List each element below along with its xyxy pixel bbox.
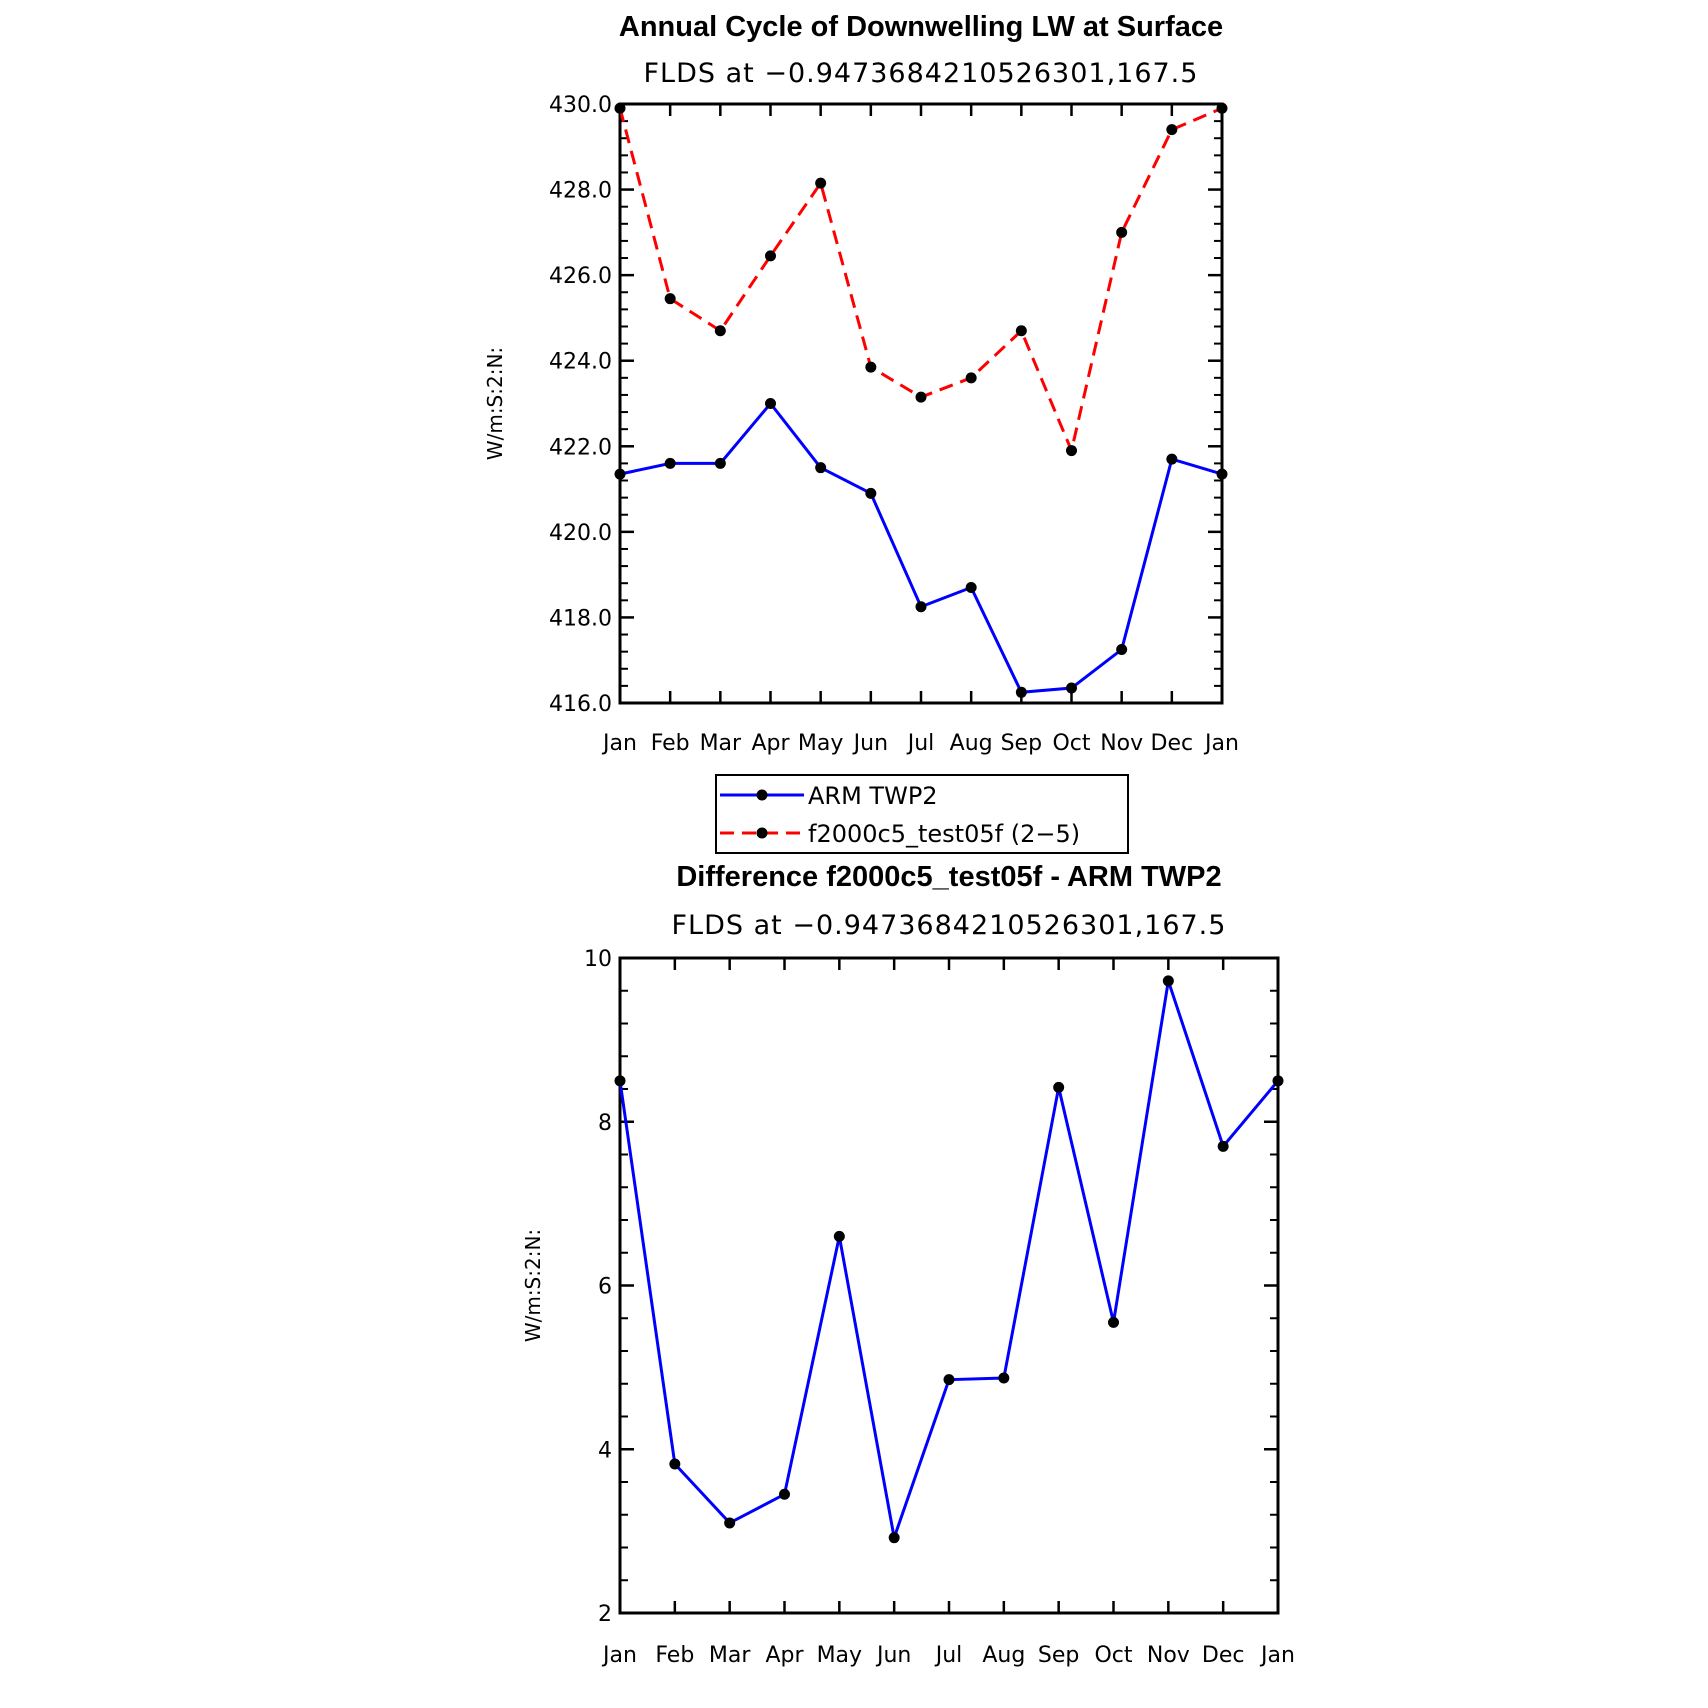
data-point-0-1 <box>669 1458 681 1470</box>
y-tick-label: 418.0 <box>549 606 612 631</box>
data-point-0-9 <box>1066 682 1077 694</box>
data-point-0-5 <box>888 1532 900 1544</box>
data-point-0-6 <box>943 1374 955 1386</box>
data-point-0-2 <box>714 457 726 469</box>
x-tick-label-apr: Apr <box>765 1643 804 1668</box>
x-tick-label-jan: Jan <box>601 731 637 756</box>
x-tick-label-dec: Dec <box>1151 731 1194 756</box>
x-tick-label-oct: Oct <box>1052 731 1090 756</box>
data-point-0-3 <box>779 1488 790 1500</box>
legend-marker-1 <box>756 827 768 839</box>
y-tick-label: 416.0 <box>549 692 612 717</box>
x-tick-label-jan: Jan <box>1259 1643 1295 1668</box>
data-point-0-7 <box>998 1372 1010 1384</box>
x-tick-label-jun: Jun <box>875 1643 911 1668</box>
data-point-0-4 <box>815 462 827 474</box>
data-point-1-6 <box>915 391 927 403</box>
data-point-0-12 <box>1216 468 1228 480</box>
data-point-0-11 <box>1166 453 1178 465</box>
series-line-0 <box>619 401 1223 694</box>
x-tick-label-mar: Mar <box>700 731 742 756</box>
data-point-0-4 <box>833 1230 845 1242</box>
data-point-0-10 <box>1116 644 1128 656</box>
x-tick-label-jun: Jun <box>852 731 888 756</box>
data-point-1-9 <box>1066 445 1077 457</box>
bottom-chart: Difference f2000c5_test05f - ARM TWP2 FLD… <box>521 861 1295 1668</box>
x-tick-label-nov: Nov <box>1100 731 1143 756</box>
series-line-0 <box>618 980 1280 1544</box>
data-point-0-6 <box>915 601 927 613</box>
x-tick-label-feb: Feb <box>651 731 690 756</box>
x-tick-label-nov: Nov <box>1147 1643 1190 1668</box>
legend-entry-1: f2000c5_test05f (2−5) <box>808 820 1080 848</box>
y-tick-label: 6 <box>598 1275 612 1300</box>
y-tick-label: 10 <box>584 947 612 972</box>
x-tick-label-feb: Feb <box>655 1643 694 1668</box>
data-point-1-0 <box>614 102 626 114</box>
data-point-0-12 <box>1272 1075 1284 1087</box>
y-tick-label: 8 <box>598 1111 612 1136</box>
y-tick-label: 4 <box>598 1438 612 1463</box>
bottom-chart-title: Difference f2000c5_test05f - ARM TWP2 <box>676 861 1221 893</box>
x-tick-label-apr: Apr <box>751 731 790 756</box>
x-tick-label-may: May <box>798 731 843 756</box>
legend-marker-0 <box>756 789 768 801</box>
legend-box <box>715 774 1129 854</box>
x-tick-label-mar: Mar <box>709 1643 751 1668</box>
y-tick-label: 422.0 <box>549 435 612 460</box>
x-tick-label-aug: Aug <box>950 731 993 756</box>
data-point-0-7 <box>965 581 977 593</box>
bottom-plot-frame <box>618 956 1280 1615</box>
data-point-0-0 <box>614 1075 626 1087</box>
y-tick-label: 426.0 <box>549 264 612 289</box>
x-tick-label-sep: Sep <box>1038 1643 1079 1668</box>
data-point-0-3 <box>765 398 776 409</box>
data-point-1-2 <box>714 325 726 337</box>
y-tick-label: 424.0 <box>549 350 612 375</box>
bottom-chart-subtitle: FLDS at −0.9473684210526301,167.5 <box>672 910 1227 941</box>
legend-entry-0: ARM TWP2 <box>808 782 938 810</box>
data-point-1-5 <box>865 361 877 373</box>
data-point-1-11 <box>1166 124 1178 136</box>
bottom-y-axis-label: W/m:S:2:N: <box>521 1229 545 1342</box>
x-tick-label-sep: Sep <box>1001 731 1042 756</box>
data-point-0-1 <box>664 457 676 469</box>
y-tick-label: 420.0 <box>549 521 612 546</box>
x-tick-label-dec: Dec <box>1202 1643 1245 1668</box>
data-point-0-5 <box>865 487 877 499</box>
data-point-0-8 <box>1015 686 1027 698</box>
data-point-0-0 <box>614 468 626 480</box>
data-point-1-7 <box>965 372 977 384</box>
x-tick-label-aug: Aug <box>982 1643 1025 1668</box>
y-tick-label: 428.0 <box>549 179 612 204</box>
x-tick-label-jan: Jan <box>601 1643 637 1668</box>
data-point-0-9 <box>1108 1316 1119 1328</box>
x-tick-label-jan: Jan <box>1203 731 1239 756</box>
top-chart-title: Annual Cycle of Downwelling LW at Surfac… <box>619 11 1223 43</box>
data-point-0-8 <box>1053 1081 1065 1093</box>
data-point-1-10 <box>1116 226 1128 238</box>
x-tick-label-oct: Oct <box>1094 1643 1132 1668</box>
data-point-1-12 <box>1216 102 1228 114</box>
x-tick-label-jul: Jul <box>906 731 935 756</box>
top-chart: Annual Cycle of Downwelling LW at Surfac… <box>483 11 1239 756</box>
data-point-0-10 <box>1162 975 1174 987</box>
y-tick-label: 430.0 <box>549 93 612 118</box>
y-tick-label: 2 <box>598 1602 612 1627</box>
data-point-0-11 <box>1217 1140 1229 1152</box>
top-y-axis-label: W/m:S:2:N: <box>483 347 507 460</box>
data-point-1-8 <box>1015 325 1027 337</box>
data-point-1-1 <box>664 293 676 305</box>
legend: ARM TWP2 f2000c5_test05f (2−5) <box>715 774 1129 854</box>
data-point-1-3 <box>765 250 776 262</box>
x-tick-label-jul: Jul <box>934 1643 963 1668</box>
x-tick-label-may: May <box>817 1643 862 1668</box>
top-chart-subtitle: FLDS at −0.9473684210526301,167.5 <box>644 58 1199 89</box>
data-point-0-2 <box>724 1517 736 1529</box>
data-point-1-4 <box>815 177 827 189</box>
